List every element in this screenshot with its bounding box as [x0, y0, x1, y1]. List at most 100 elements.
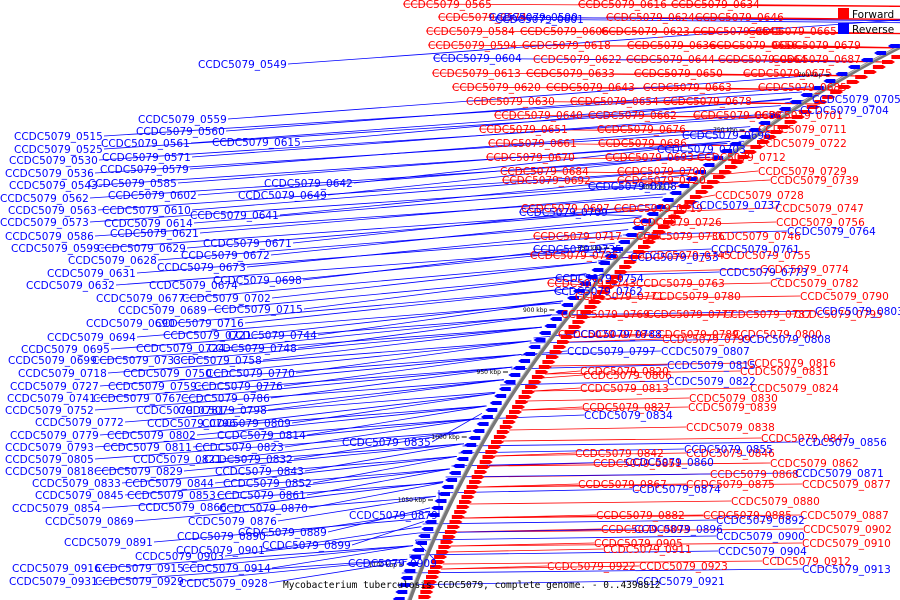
forward-feature-label: CCDC5079_0645: [693, 26, 782, 38]
forward-feature-label: CCDC5079_0824: [750, 383, 839, 395]
reverse-feature-label: CCDC5079_0916: [12, 563, 101, 575]
reverse-feature-label: CCDC5079_0874: [632, 484, 721, 496]
reverse-feature-arrow: [418, 534, 431, 538]
reverse-feature-label: CCDC5079_0861: [217, 490, 306, 502]
forward-feature-label: CCDC5079_0654: [570, 96, 659, 108]
reverse-leader-line: [199, 193, 667, 234]
reverse-feature-label: CCDC5079_0761: [711, 244, 800, 256]
forward-feature-label: CCDC5079_0816: [747, 358, 836, 370]
forward-feature-label: CCDC5079_0574: [438, 12, 527, 24]
forward-leader-line: [502, 437, 762, 442]
reverse-feature-label: CCDC5079_0536: [5, 168, 94, 180]
forward-feature-label: CCDC5079_0684: [500, 166, 589, 178]
reverse-leader-line: [214, 455, 457, 484]
forward-feature-label: CCDC5079_0846: [686, 448, 775, 460]
forward-feature-label: CCDC5079_0616: [578, 0, 667, 11]
reverse-feature-label: CCDC5079_0709: [519, 207, 608, 219]
reverse-feature-arrow: [661, 198, 674, 202]
forward-feature-arrow: [482, 455, 496, 459]
reverse-feature-label: CCDC5079_0914: [182, 563, 271, 575]
reverse-feature-label: CCDC5079_0870: [219, 503, 308, 515]
forward-feature-arrow: [855, 75, 869, 79]
forward-feature-arrow: [597, 290, 611, 294]
forward-feature-label: CCDC5079_0902: [803, 524, 892, 536]
reverse-feature-label: CCDC5079_0876: [188, 516, 277, 528]
reverse-feature-label: CCDC5079_0798: [178, 405, 267, 417]
forward-leader-line: [402, 3, 900, 7]
forward-feature-arrow: [814, 100, 828, 104]
forward-feature-arrow: [531, 375, 545, 379]
reverse-feature-label: CCDC5079_0695: [21, 344, 110, 356]
reverse-feature-label: CCDC5079_0590: [489, 12, 578, 24]
forward-leader-line: [669, 221, 777, 226]
forward-feature-arrow: [488, 445, 502, 449]
forward-feature-label: CCDC5079_0688: [693, 110, 782, 122]
reverse-feature-label: CCDC5079_0904: [718, 546, 807, 558]
reverse-feature-label: CCDC5079_0829: [94, 466, 183, 478]
forward-feature-label: CCDC5079_0830: [689, 393, 778, 405]
forward-feature-label: CCDC5079_0675: [743, 68, 832, 80]
forward-feature-label: CCDC5079_0842: [575, 448, 664, 460]
forward-feature-label: CCDC5079_0726: [633, 217, 722, 229]
forward-leader-line: [670, 3, 900, 7]
reverse-leader-line: [520, 350, 662, 356]
forward-feature-label: CCDC5079_0847: [761, 433, 850, 445]
forward-leader-line: [596, 128, 780, 133]
reverse-feature-label: CCDC5079_0808: [742, 334, 831, 346]
reverse-feature-label: CCDC5079_0694: [47, 332, 136, 344]
tick-label: 750 kbp: [713, 127, 738, 134]
forward-feature-arrow: [438, 545, 452, 549]
reverse-leader-line: [207, 274, 586, 311]
forward-leader-line: [655, 235, 713, 240]
reverse-feature-label: CCDC5079_0764: [787, 226, 876, 238]
forward-feature-label: CCDC5079_0736: [636, 231, 725, 243]
forward-feature-label: CCDC5079_0800: [733, 329, 822, 341]
forward-leader-line: [494, 452, 687, 457]
reverse-feature-arrow: [476, 422, 489, 426]
forward-leader-line: [521, 406, 689, 411]
forward-feature-label: CCDC5079_0877: [802, 479, 891, 491]
forward-feature-label: CCDC5079_0745: [642, 250, 731, 262]
reverse-feature-label: CCDC5079_0724: [136, 343, 225, 355]
reverse-leader-line: [100, 209, 650, 249]
reverse-leader-line: [267, 379, 504, 411]
forward-feature-label: CCDC5079_0831: [740, 366, 829, 378]
forward-feature-arrow: [444, 530, 458, 534]
reverse-leader-line: [94, 418, 479, 448]
reverse-leader-line: [101, 482, 443, 509]
reverse-leader-line: [236, 392, 495, 424]
reverse-feature-label: CCDC5079_0641: [190, 210, 279, 222]
forward-leader-line: [577, 3, 900, 7]
forward-leader-line: [586, 313, 795, 318]
reverse-feature-label: CCDC5079_0772: [35, 417, 124, 429]
reverse-feature-arrow: [768, 114, 781, 118]
forward-feature-label: CCDC5079_0820: [580, 366, 669, 378]
reverse-feature-label: CCDC5079_0621: [110, 228, 199, 240]
forward-leader-line: [642, 86, 842, 91]
forward-feature-label: CCDC5079_0720: [617, 175, 706, 187]
reverse-leader-line: [681, 134, 734, 140]
forward-feature-arrow: [668, 215, 682, 219]
forward-feature-arrow: [731, 160, 745, 164]
forward-feature-label: CCDC5079_0763: [636, 278, 725, 290]
forward-feature-label: CCDC5079_0771: [575, 291, 664, 303]
forward-feature-arrow: [605, 280, 619, 284]
forward-feature-label: CCDC5079_0692: [502, 175, 591, 187]
reverse-feature-label: CCDC5079_0602: [108, 190, 197, 202]
feature-arrows: [392, 44, 900, 600]
forward-feature-label: CCDC5079_0676: [597, 124, 686, 136]
reverse-leader-line: [225, 86, 811, 132]
forward-feature-label: CCDC5079_0827: [582, 402, 671, 414]
reverse-leader-line: [227, 481, 444, 508]
reverse-feature-label: CCDC5079_0703: [657, 144, 746, 156]
tick-label: 1050 kbp: [398, 497, 426, 504]
reverse-feature-label: CCDC5079_0835: [342, 437, 431, 449]
reverse-feature-arrow: [424, 520, 437, 524]
forward-feature-arrow: [799, 110, 813, 114]
reverse-feature-arrow: [677, 184, 690, 188]
tick-label: 1000 kbp: [431, 434, 459, 441]
forward-feature-arrow: [449, 520, 463, 524]
forward-feature-arrow: [695, 190, 709, 194]
reverse-feature-arrow: [513, 366, 526, 370]
forward-feature-arrow: [418, 595, 432, 599]
